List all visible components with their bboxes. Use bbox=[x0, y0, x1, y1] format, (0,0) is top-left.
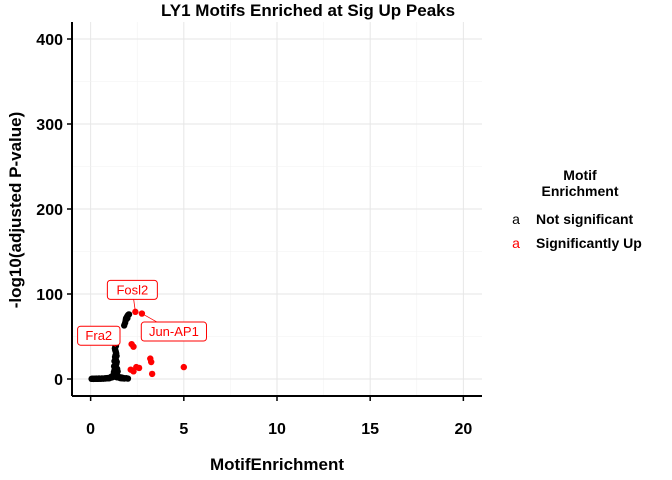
annotation-label: Fra2 bbox=[85, 328, 112, 343]
x-tick-label: 20 bbox=[454, 421, 472, 438]
legend-title-line-2: Enrichment bbox=[541, 183, 618, 199]
data-point-not-significant bbox=[111, 357, 118, 365]
x-tick-label: 5 bbox=[179, 421, 188, 438]
annotation-fosl2: Fosl2 bbox=[106, 279, 158, 312]
data-point-not-significant bbox=[114, 368, 121, 375]
data-point-significantly-up bbox=[130, 343, 137, 350]
annotation-label: Fosl2 bbox=[116, 282, 148, 297]
data-point-not-significant bbox=[124, 315, 131, 322]
data-point-significantly-up bbox=[135, 364, 143, 372]
y-axis-title: -log10(adjusted P-value) bbox=[6, 112, 25, 308]
legend-key-not-significant: a bbox=[512, 211, 520, 227]
y-tick-label: 200 bbox=[36, 202, 63, 219]
data-point-significantly-up bbox=[130, 368, 137, 375]
annotation-box bbox=[77, 325, 121, 346]
annotations: Fosl2 Jun-AP1 Fra2 bbox=[77, 279, 207, 348]
data-point-not-significant bbox=[110, 363, 118, 370]
x-tick-label: 0 bbox=[86, 421, 95, 438]
annotation-jun-ap1: Jun-AP1 bbox=[140, 313, 207, 342]
legend-title-line-1: Motif bbox=[563, 167, 597, 183]
data-point-significantly-up bbox=[148, 370, 156, 378]
annotation-box bbox=[106, 279, 158, 300]
data-point-not-significant bbox=[113, 352, 120, 360]
y-tick-label: 300 bbox=[36, 117, 63, 134]
legend-key-significantly-up: a bbox=[512, 235, 520, 251]
x-axis-title: MotifEnrichment bbox=[210, 455, 344, 474]
chart-title: LY1 Motifs Enriched at Sig Up Peaks bbox=[161, 1, 455, 20]
data-point-significantly-up bbox=[180, 363, 188, 371]
legend: Motif Enrichment a Not significant a Sig… bbox=[512, 167, 642, 251]
y-tick-label: 100 bbox=[36, 287, 63, 304]
data-point-not-significant bbox=[124, 375, 132, 382]
y-tick-label: 400 bbox=[36, 32, 63, 49]
x-tick-label: 15 bbox=[361, 421, 379, 438]
annotation-box bbox=[140, 321, 207, 342]
grid bbox=[72, 22, 482, 396]
annotation-fra2: Fra2 bbox=[77, 325, 121, 348]
annotation-label: Jun-AP1 bbox=[149, 324, 199, 339]
x-tick-label: 10 bbox=[268, 421, 286, 438]
data-point-significantly-up bbox=[148, 358, 155, 366]
legend-label-significantly-up: Significantly Up bbox=[536, 235, 642, 251]
y-tick-label: 0 bbox=[54, 372, 63, 389]
legend-label-not-significant: Not significant bbox=[536, 211, 634, 227]
